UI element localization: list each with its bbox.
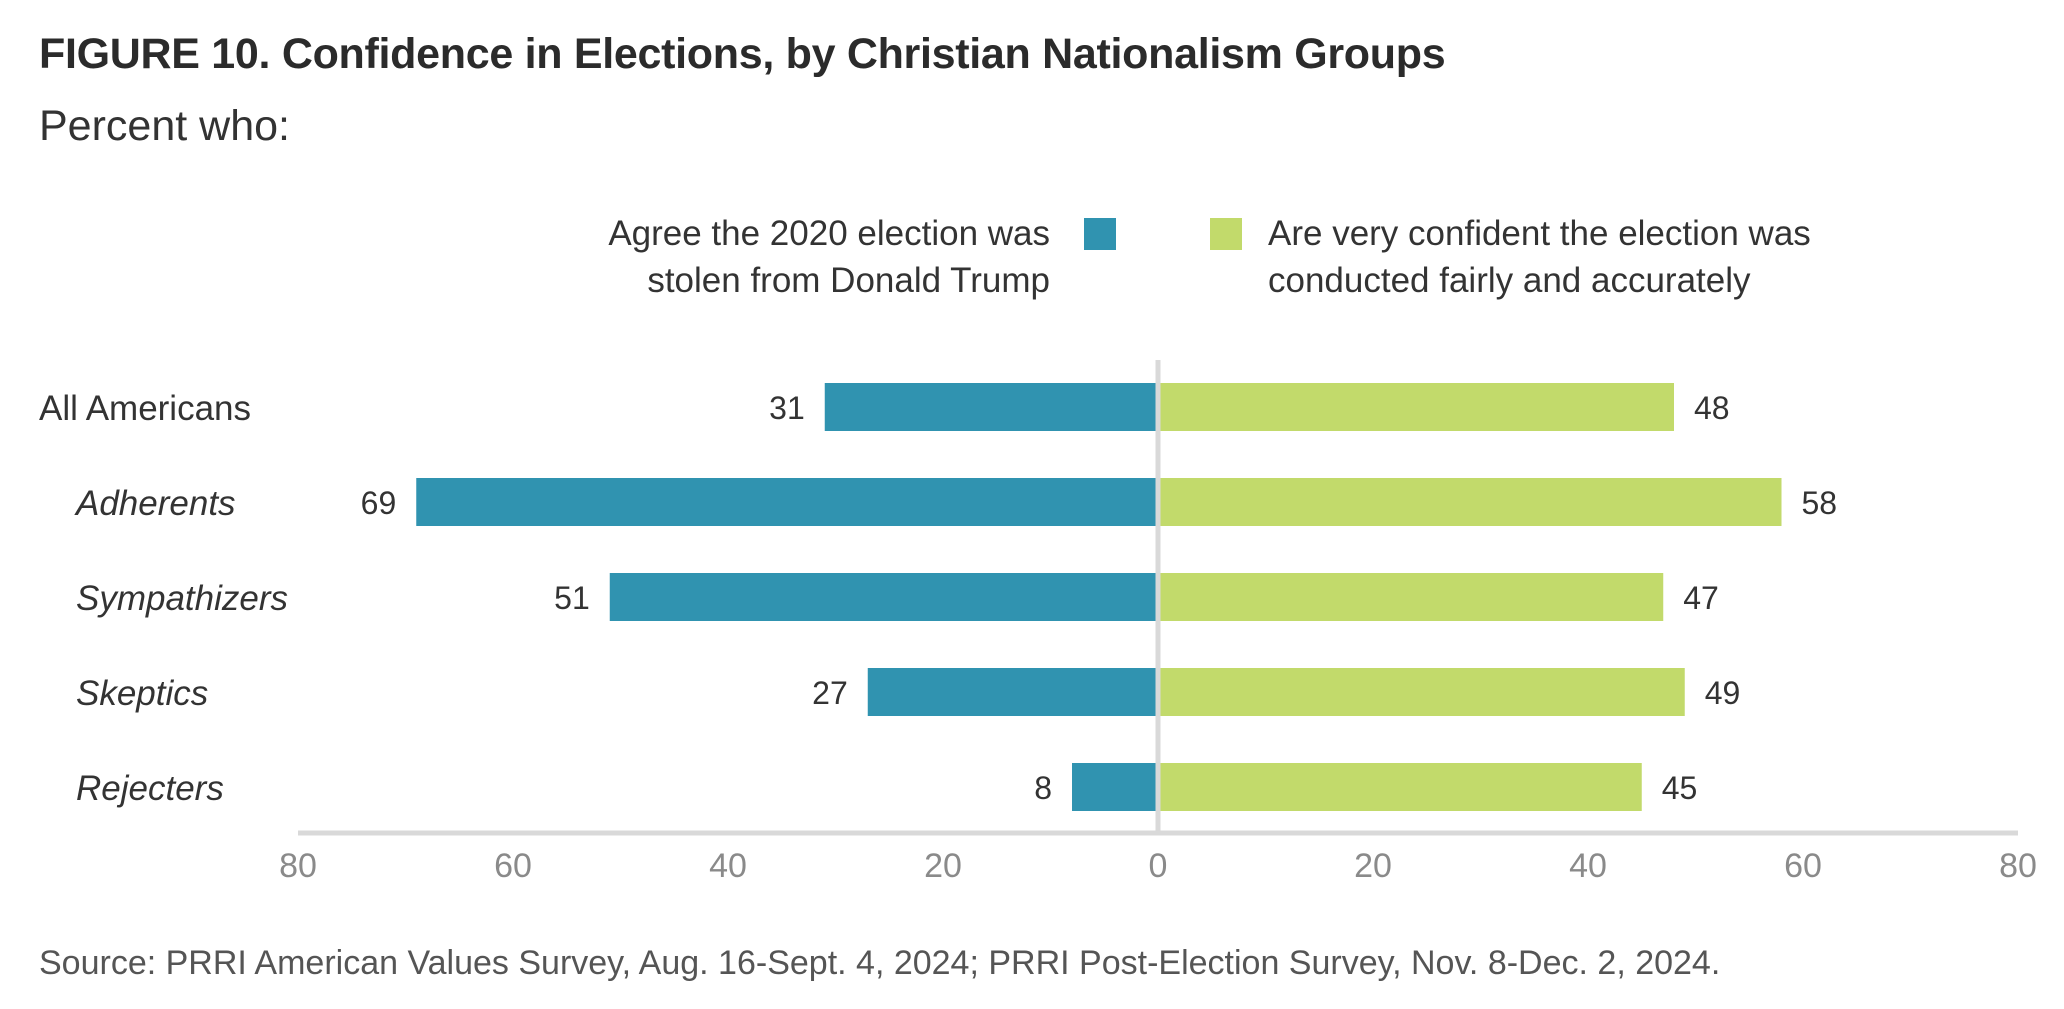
data-label-confident: 58	[1802, 485, 1838, 521]
data-label-confident: 49	[1705, 675, 1741, 711]
legend-label-stolen-line1: Agree the 2020 election was	[608, 214, 1050, 253]
bar-stolen	[867, 668, 1158, 716]
x-tick-label: 0	[1149, 847, 1168, 885]
category-label: Skeptics	[76, 674, 208, 713]
data-label-stolen: 51	[554, 580, 590, 616]
category-label: Adherents	[74, 484, 236, 523]
data-label-stolen: 27	[812, 675, 848, 711]
data-label-stolen: 8	[1034, 770, 1052, 806]
figure-title: FIGURE 10. Confidence in Elections, by C…	[39, 30, 1446, 78]
category-label: Sympathizers	[76, 579, 288, 618]
legend-label-confident-line2: conducted fairly and accurately	[1268, 261, 1751, 300]
legend-label-stolen: Agree the 2020 election was stolen from …	[608, 210, 1050, 304]
x-tick-label: 40	[1569, 847, 1607, 885]
data-label-confident: 48	[1694, 390, 1730, 426]
x-tick-label: 80	[279, 847, 317, 885]
legend-swatch-stolen	[1084, 218, 1116, 250]
legend-label-stolen-line2: stolen from Donald Trump	[647, 261, 1050, 300]
bar-confident	[1158, 573, 1664, 621]
data-label-confident: 45	[1662, 770, 1698, 806]
x-tick-label: 60	[1784, 847, 1822, 885]
bar-stolen	[416, 478, 1158, 526]
bar-confident	[1158, 383, 1674, 431]
x-tick-label: 80	[1999, 847, 2037, 885]
legend-label-confident: Are very confident the election was cond…	[1268, 210, 1811, 304]
bar-stolen	[824, 383, 1158, 431]
bar-stolen	[1072, 763, 1158, 811]
figure-subtitle: Percent who:	[39, 102, 290, 150]
bar-stolen	[609, 573, 1158, 621]
bar-confident	[1158, 478, 1782, 526]
x-tick-label: 60	[494, 847, 532, 885]
x-tick-label: 20	[1354, 847, 1392, 885]
data-label-confident: 47	[1683, 580, 1719, 616]
data-label-stolen: 31	[769, 390, 805, 426]
bar-confident	[1158, 763, 1642, 811]
source-note: Source: PRRI American Values Survey, Aug…	[39, 944, 1721, 982]
category-label: All Americans	[39, 389, 251, 428]
bar-confident	[1158, 668, 1685, 716]
category-label: Rejecters	[76, 769, 224, 808]
x-tick-label: 20	[924, 847, 962, 885]
legend-label-confident-line1: Are very confident the election was	[1268, 214, 1811, 253]
x-tick-label: 40	[709, 847, 747, 885]
data-label-stolen: 69	[361, 485, 397, 521]
legend-swatch-confident	[1210, 218, 1242, 250]
